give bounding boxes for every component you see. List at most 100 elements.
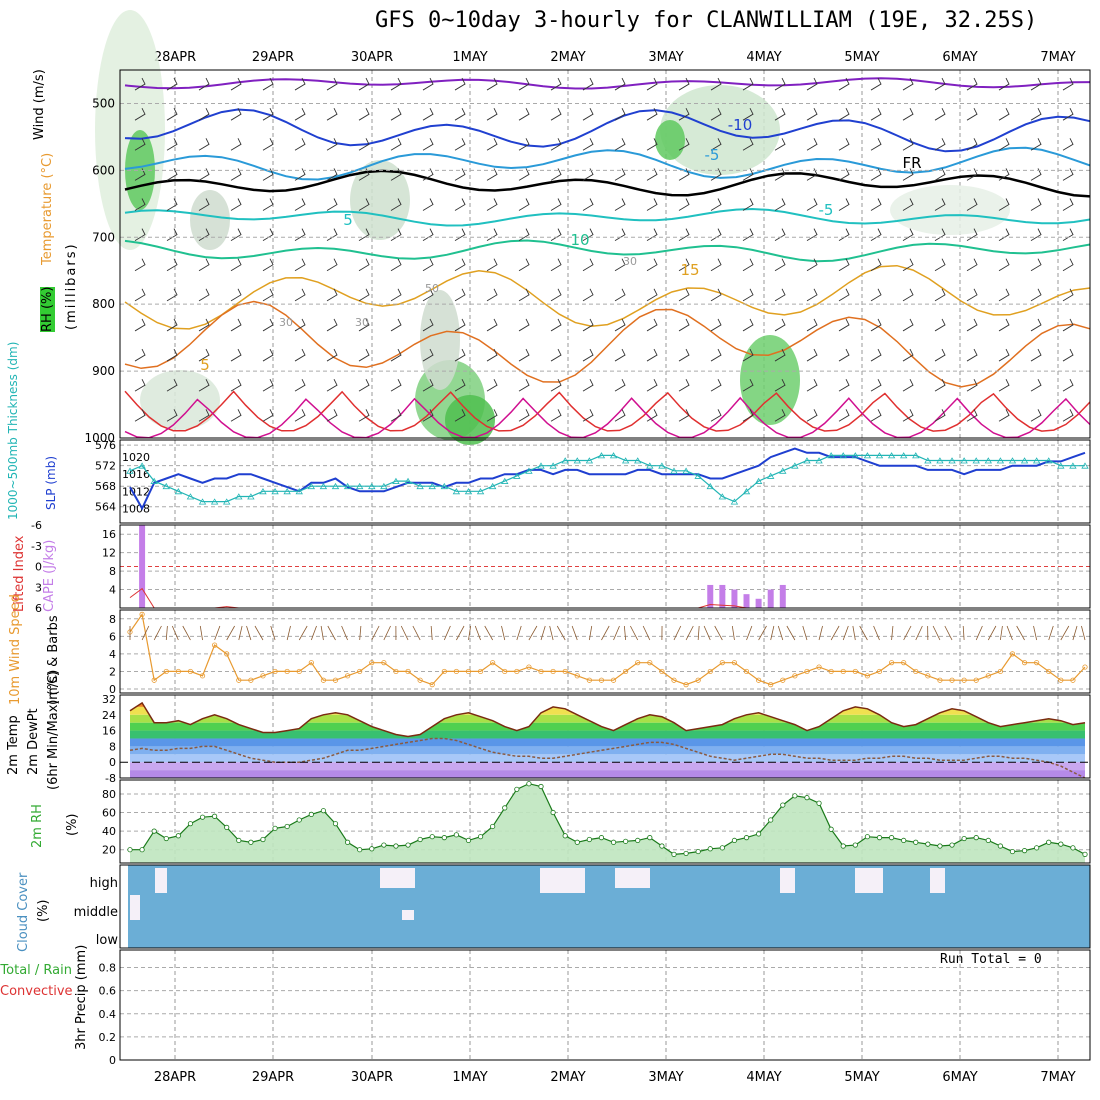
wind-point-48 (707, 668, 713, 675)
thickness-point-66 (924, 457, 932, 464)
slp-tick-3: 1020 (122, 451, 150, 464)
wind-point-2 (151, 677, 157, 683)
wind-point-67 (937, 677, 943, 683)
wind-barb-9-6 (326, 348, 338, 362)
wind-point-58 (828, 668, 834, 675)
rh-point-27 (453, 832, 459, 838)
cloud-clear-1 (380, 868, 415, 888)
wind-barb-11-22 (838, 409, 850, 422)
cloud-level-1: middle (74, 905, 118, 920)
rh-tick-0: 20 (102, 844, 116, 857)
wind-barb-4-22 (838, 198, 850, 211)
temp-contour-3 (124, 169, 1091, 198)
temp-band-5 (130, 730, 1085, 739)
thickness-point-36 (561, 457, 569, 464)
surface-barb-15 (310, 625, 317, 641)
rh-point-30 (490, 823, 496, 830)
surface-barb-9 (238, 625, 243, 641)
rh-point-62 (876, 835, 883, 841)
rh-point-33 (526, 781, 532, 787)
slp-line (129, 447, 1086, 511)
wind-barb-5-18 (710, 228, 722, 242)
rh-point-56 (804, 795, 810, 801)
temp-contour-6 (124, 264, 1091, 330)
wind-point-41 (623, 668, 629, 675)
wind-point-39 (598, 677, 605, 683)
wind-barb-1-19 (742, 107, 754, 121)
thickness-point-44 (658, 462, 666, 469)
wind-barb-6-4 (262, 258, 274, 272)
wind-barb-11-7 (358, 409, 370, 422)
temp-contour-label-4: 5 (343, 211, 353, 229)
thickness-point-61 (863, 452, 872, 459)
wind-barb-5-15 (614, 228, 626, 242)
wind-point-44 (659, 668, 665, 675)
rh-point-21 (381, 842, 387, 848)
wind-barb-1-28 (1030, 107, 1042, 121)
wind-barb-2-4 (262, 138, 274, 151)
cloud-level-2: low (96, 933, 119, 948)
surface-barb-35 (549, 625, 554, 641)
wind-barb-5-0 (134, 228, 146, 242)
temp-band-0 (130, 770, 1085, 778)
li-tick-4: -6 (31, 519, 42, 532)
surface-barb-57 (818, 625, 823, 641)
wind-point-42 (635, 660, 641, 666)
upper-panel-frame (119, 69, 1091, 439)
wind-point-56 (804, 668, 810, 675)
wind-barb-11-25 (934, 409, 946, 422)
surface-barb-10 (246, 625, 252, 641)
thickness-point-38 (585, 457, 594, 464)
thickness-point-50 (730, 498, 739, 505)
wind-point-32 (514, 668, 520, 675)
wind-barb-1-15 (614, 107, 626, 121)
surface-barb-7 (214, 625, 221, 641)
wind-point-19 (357, 668, 363, 675)
wind-barb-1-9 (422, 107, 434, 121)
wind-barb-9-19 (742, 348, 754, 362)
surface-barb-31 (501, 625, 506, 641)
rh-point-52 (756, 831, 762, 837)
wind-barb-11-15 (614, 409, 626, 422)
wind-barb-10-26 (966, 378, 978, 392)
wind-point-77 (1058, 677, 1064, 683)
wind-barb-6-3 (230, 258, 242, 272)
wind-barb-9-24 (902, 348, 914, 362)
cape-bar-52 (755, 598, 762, 608)
precip-tick-2: 0.4 (99, 1008, 117, 1021)
wind-barb-2-10 (454, 138, 466, 151)
wind-barb-6-7 (358, 258, 370, 272)
wind-barb-9-17 (678, 348, 690, 362)
wind-barb-8-9 (422, 318, 434, 332)
rh-point-55 (792, 793, 798, 799)
surface-barb-47 (697, 625, 700, 641)
surface-barb-51 (746, 625, 753, 641)
wind-point-10 (248, 677, 254, 683)
rh-point-14 (296, 817, 302, 823)
thickness-point-46 (682, 467, 690, 474)
cape-tick-3: 16 (102, 528, 116, 541)
wind-barb-4-3 (230, 198, 242, 211)
thickness-point-8 (223, 498, 231, 505)
wind-barb-10-22 (838, 378, 850, 392)
surface-barb-20 (371, 625, 380, 641)
wind-barb-7-29 (1062, 288, 1074, 302)
wind-barb-5-29 (1062, 228, 1074, 242)
wind-point-28 (465, 668, 472, 675)
wind-barb-8-24 (902, 318, 914, 332)
thickness-point-70 (972, 457, 980, 464)
wind-point-33 (526, 664, 532, 670)
wind-barb-2-12 (518, 138, 530, 151)
surface-barb-68 (944, 625, 953, 641)
slp-tick-2: 1016 (122, 468, 150, 481)
pressure-tick-3: 800 (92, 297, 115, 311)
rh-point-41 (623, 838, 629, 844)
thickness-point-71 (984, 457, 992, 464)
thickness-point-13 (283, 488, 291, 495)
wind-point-23 (405, 668, 411, 675)
surface-barb-43 (642, 625, 651, 641)
temperature-axis-label: Temperature (°C) (40, 152, 55, 265)
thickness-tick-0: 564 (95, 501, 116, 514)
wind-barb-1-20 (774, 107, 786, 121)
rh-point-1 (139, 847, 145, 853)
